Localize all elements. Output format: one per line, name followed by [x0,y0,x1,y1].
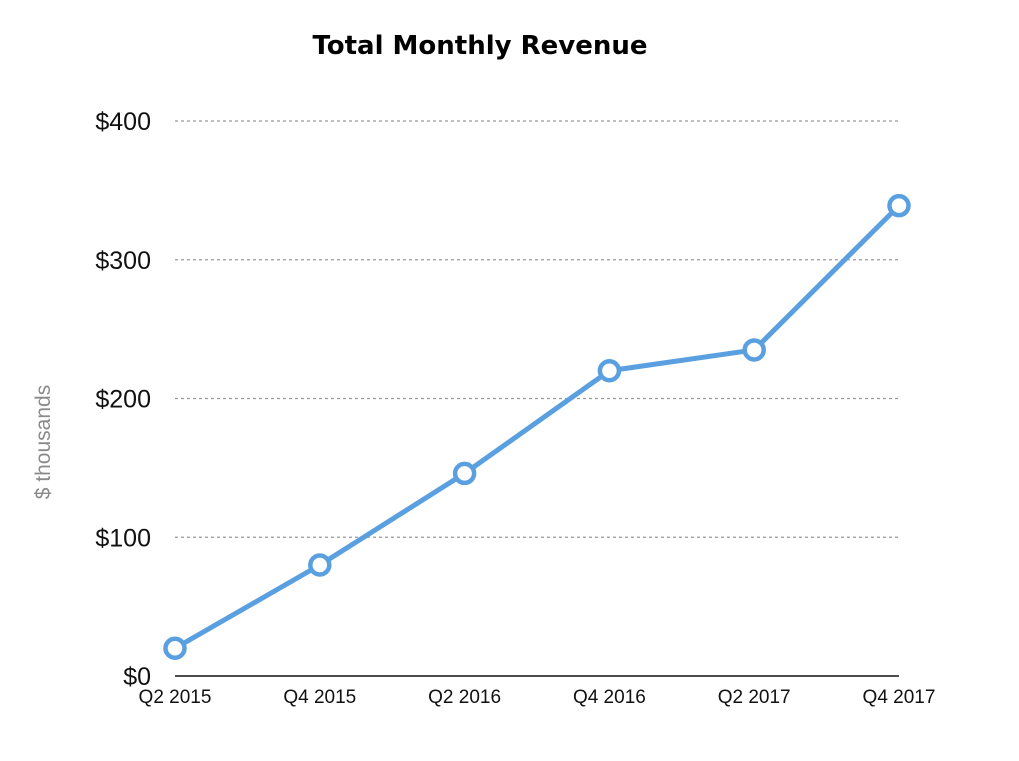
y-axis-ticks: $0 $100 $200 $300 $400 [95,108,151,691]
y-tick-label: $300 [95,247,151,275]
data-point [597,359,622,383]
x-tick-label: Q2 2015 [139,687,212,708]
data-point [452,461,477,486]
chart-title: Total Monthly Revenue [312,31,647,61]
series-line [172,203,902,651]
data-point [308,553,332,577]
y-tick-label: $100 [95,524,151,552]
data-point [742,338,766,362]
y-tick-label: $200 [95,386,151,414]
y-tick-label: $0 [123,663,151,691]
data-point [163,636,187,660]
x-tick-label: Q4 2017 [863,687,936,708]
gridlines [175,120,899,538]
x-axis-ticks: Q2 2015 Q4 2015 Q2 2016 Q4 2016 Q2 2017 Q4 20… [139,687,936,708]
y-tick-label: $400 [95,108,151,136]
y-axis-label: $ thousands [32,385,55,499]
x-tick-label: Q2 2016 [428,687,501,708]
data-point [887,193,911,218]
x-tick-label: Q4 2015 [283,687,356,708]
x-tick-label: Q2 2017 [718,687,791,708]
x-tick-label: Q4 2016 [573,687,646,708]
data-point-markers [163,193,911,660]
series-revenue [172,203,902,651]
